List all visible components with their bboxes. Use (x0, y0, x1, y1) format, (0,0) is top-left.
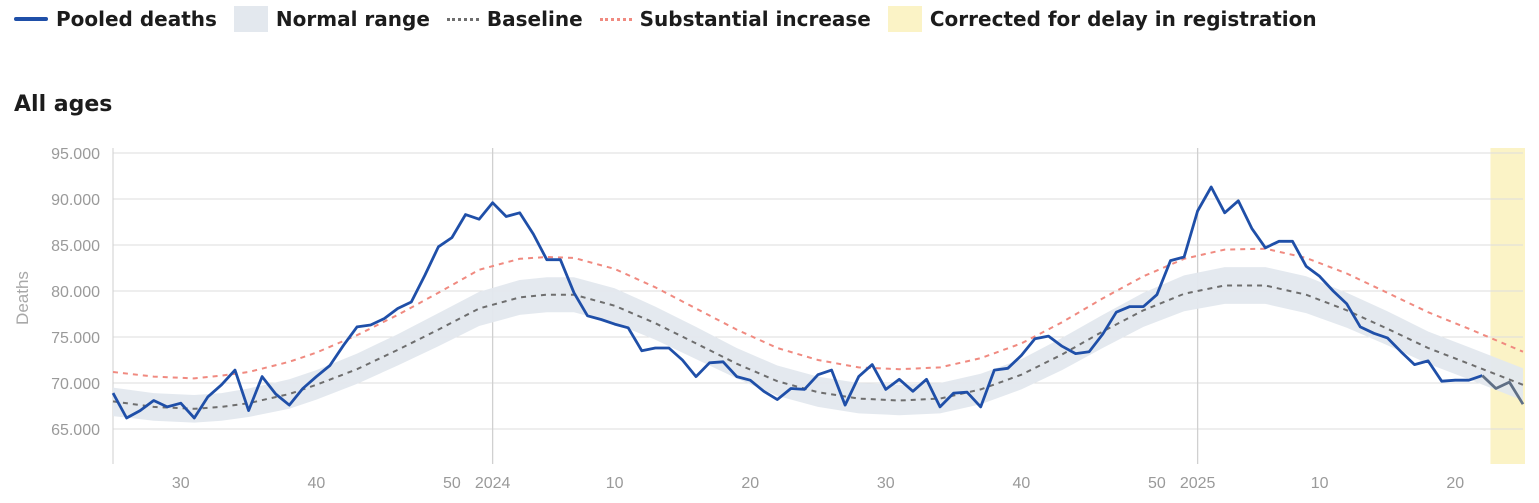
legend-swatch (14, 17, 48, 21)
x-tick-label: 20 (1446, 475, 1464, 492)
normal-range-band (113, 267, 1523, 423)
x-tick-label: 30 (172, 475, 190, 492)
legend-item[interactable]: Pooled deaths (14, 7, 217, 31)
legend-item[interactable]: Baseline (446, 7, 583, 31)
legend-label: Baseline (486, 7, 583, 31)
x-tick-label: 2025 (1180, 475, 1216, 492)
y-tick-label: 95.000 (51, 146, 100, 163)
legend-swatch (887, 6, 922, 32)
x-tick-label: 10 (606, 475, 624, 492)
panel-title: All ages (14, 92, 113, 117)
y-tick-label: 75.000 (51, 330, 100, 347)
x-tick-label: 40 (1012, 475, 1030, 492)
pooled-deaths-line (111, 185, 1483, 420)
legend-label: Pooled deaths (56, 7, 217, 31)
legend-swatch (446, 17, 479, 21)
pooled-deaths-corrected-line (1481, 374, 1525, 405)
legend: Pooled deaths Normal range Baseline Substan… (14, 4, 1334, 34)
x-tick-label: 2024 (475, 475, 511, 492)
y-axis-title: Deaths (13, 271, 32, 325)
baseline-line (112, 284, 1524, 410)
y-tick-label: 65.000 (51, 422, 100, 439)
legend-label: Corrected for delay in registration (929, 7, 1317, 31)
x-tick-label: 40 (307, 475, 325, 492)
y-tick-label: 80.000 (51, 284, 100, 301)
y-tick-label: 85.000 (51, 238, 100, 255)
corrected-delay-band (1490, 148, 1525, 464)
x-tick-label: 30 (877, 475, 895, 492)
x-tick-label: 10 (1311, 475, 1329, 492)
legend-label: Normal range (275, 7, 430, 31)
legend-swatch (233, 6, 268, 32)
legend-item[interactable]: Corrected for delay in registration (887, 6, 1317, 32)
legend-item[interactable]: Substantial increase (599, 7, 871, 31)
x-tick-label: 20 (741, 475, 759, 492)
x-tick-label: 50 (443, 475, 461, 492)
y-tick-label: 90.000 (51, 192, 100, 209)
legend-label: Substantial increase (639, 7, 871, 31)
legend-swatch (599, 17, 632, 21)
y-tick-label: 70.000 (51, 376, 100, 393)
legend-item[interactable]: Normal range (233, 6, 430, 32)
x-tick-label: 50 (1148, 475, 1166, 492)
